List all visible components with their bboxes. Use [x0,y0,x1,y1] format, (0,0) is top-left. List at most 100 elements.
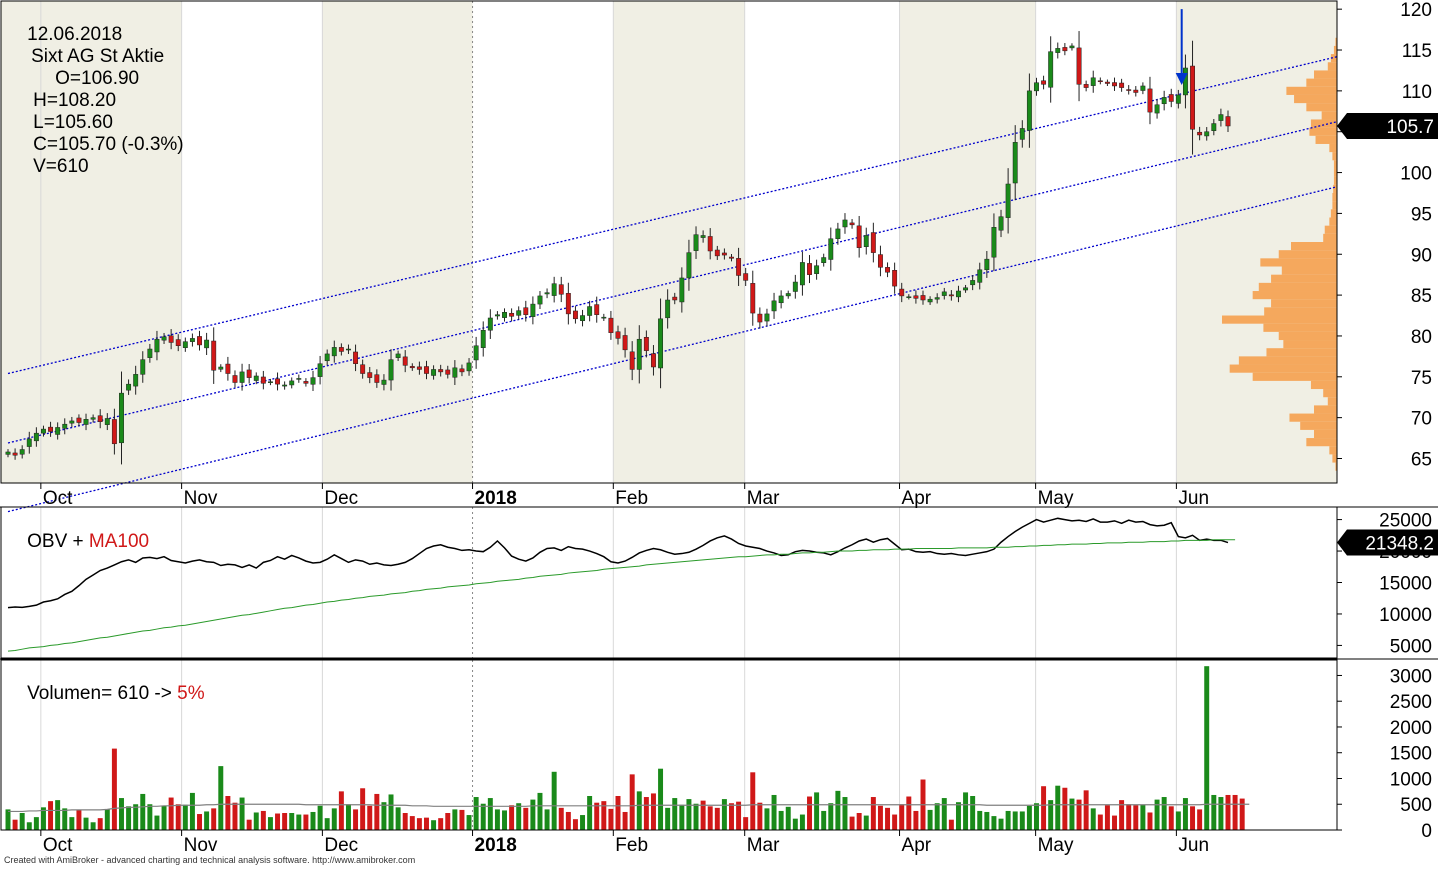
price-last-value-label: 105.7 [1386,117,1434,138]
volume-bar [963,792,969,830]
volume-bar [5,809,11,830]
volume-bar [1034,803,1039,830]
candle-body [877,254,883,268]
candle-body [62,423,68,429]
volume-bar [856,813,862,830]
price-profile-bar [1327,397,1337,406]
price-profile-bar [1263,323,1337,332]
x-tick-label: Jun [1178,835,1209,856]
volume-bar [83,817,89,830]
candle-body [721,252,727,256]
candle-body [331,347,337,357]
candle-body [416,366,422,370]
price-profile-bar [1314,405,1337,414]
price-profile-bar [1329,143,1337,153]
header-name: Sixt AG St Aktie [31,46,165,67]
volume-bar [1005,810,1011,830]
volume-bar [232,802,238,830]
candle-body [1034,82,1039,92]
candle-body [1211,123,1217,131]
volume-bar [487,798,493,830]
volume-bar [317,805,323,830]
volume-bar [140,793,146,830]
volume-y-tick-label: 2500 [1390,692,1432,713]
volume-header: Volumen= 610 -> 5% [6,661,204,727]
x-tick-label: Mar [747,835,780,856]
candle-body [636,338,642,370]
header-date: 12.06.2018 [27,24,123,45]
candle-body [296,378,302,380]
x-tick-label: Oct [43,835,73,856]
volume-bar [1190,806,1196,830]
candle-body [502,312,507,318]
candle-body [41,428,46,434]
price-y-tick-label: 70 [1411,409,1432,430]
volume-bar [239,797,245,830]
volume-bar [168,797,174,830]
candle-body [55,427,61,435]
candle-body [977,269,983,283]
price-profile-bar [1306,438,1337,447]
candle-body [785,293,791,297]
candle-body [1062,47,1068,52]
price-profile-bar [1330,209,1337,218]
candle-body [90,417,96,420]
candle-body [743,273,749,281]
x-tick-label: Apr [902,835,932,856]
volume-bar [892,814,898,830]
volume-bar [473,797,479,830]
candle-body [984,258,990,271]
price-profile-bar [1335,37,1337,46]
volume-bar [636,791,642,830]
volume-bar [381,802,387,830]
volume-bar [530,799,536,830]
candle-body [814,265,820,274]
price-profile-bar [1252,372,1337,381]
volume-bar [977,810,983,830]
candle-body [1069,45,1075,49]
volume-bar [445,813,451,830]
candle-body [1048,51,1054,88]
volume-bar [62,808,68,830]
candle-body [658,318,664,369]
volume-bar [111,748,117,830]
candle-body [346,348,351,351]
price-profile-bar [1300,421,1337,430]
volume-y-tick-label: 1500 [1390,744,1432,765]
volume-bar [12,819,18,830]
volume-y-tick-label: 0 [1421,821,1432,842]
price-profile-bar [1327,62,1337,71]
candle-body [161,336,167,341]
price-profile-bar [1222,315,1337,324]
price-profile-bar [1278,331,1337,341]
candle-body [480,329,486,348]
volume-bar [1083,790,1089,830]
volume-bar [1161,797,1167,830]
price-profile-bar [1252,291,1337,300]
price-y-tick-label: 120 [1400,0,1432,21]
candle-body [764,313,770,322]
month-shade [40,1,182,483]
candle-body [204,339,210,349]
candle-body [232,375,238,383]
candle-body [466,362,472,372]
candle-body [1026,90,1032,131]
x-tick-label: Dec [324,835,358,856]
candle-body [1182,67,1188,96]
candle-body [821,257,827,264]
header-high: H=108.20 [33,90,117,111]
volume-bar [757,802,763,830]
price-profile-bar [1291,242,1337,251]
candle-body [1225,116,1231,127]
volume-bar [452,809,458,830]
volume-bar [402,813,408,830]
obv-ma-label: MA100 [88,531,150,552]
candle-body [218,366,224,370]
price-profile-bar [1329,446,1337,455]
candle-body [580,315,585,322]
candle-body [239,371,245,383]
candle-body [104,418,110,425]
volume-bar [509,805,515,830]
candle-body [133,374,139,387]
